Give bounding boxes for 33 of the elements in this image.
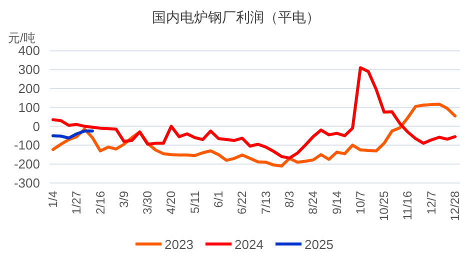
x-tick-label: 3/30: [140, 190, 155, 214]
legend-label: 2024: [234, 237, 264, 252]
y-tick-label: -200: [14, 156, 40, 172]
x-tick-label: 10/25: [377, 190, 392, 222]
line-series: [52, 130, 94, 140]
y-tick-label: 200: [18, 81, 40, 96]
legend-label: 2025: [304, 237, 334, 252]
y-tick-label: -300: [14, 176, 40, 190]
x-tick-label: 12/7: [424, 190, 438, 214]
x-tick-label: 6/1: [212, 190, 226, 208]
y-tick-label: 300: [18, 62, 40, 78]
y-tick-label: 400: [18, 43, 40, 58]
y-tick-label: 100: [18, 100, 40, 115]
legend-label: 2023: [164, 237, 194, 252]
x-tick-label: 7/13: [258, 190, 273, 214]
x-tick-label: 9/14: [330, 190, 344, 214]
x-tick-label: 1/4: [46, 190, 60, 208]
y-tick-label: -100: [14, 138, 40, 153]
chart-title: 国内电炉钢厂利润（平电）: [152, 9, 320, 25]
x-tick-label: 3/9: [116, 190, 131, 208]
x-tick-label: 8/24: [306, 190, 320, 214]
x-tick-label: 2/16: [93, 190, 108, 214]
x-tick-label: 1/27: [70, 190, 84, 214]
x-tick-label: 11/16: [400, 190, 415, 220]
x-tick-label: 12/28: [448, 190, 462, 222]
x-tick-label: 10/7: [353, 190, 368, 214]
x-tick-label: 4/20: [164, 190, 178, 214]
x-tick-label: 5/11: [188, 190, 202, 214]
line-series: [52, 66, 456, 160]
y-axis-title: 元/吨: [8, 31, 36, 45]
x-tick-label: 6/22: [235, 190, 250, 214]
x-tick-label: 8/3: [282, 190, 296, 208]
y-tick-label: 0: [32, 118, 40, 134]
